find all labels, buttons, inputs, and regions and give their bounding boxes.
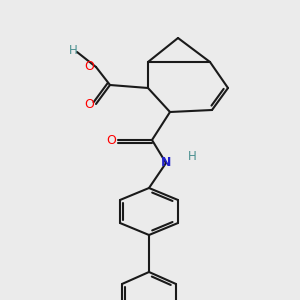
Text: O: O	[84, 98, 94, 110]
Text: O: O	[84, 61, 94, 74]
Text: H: H	[188, 151, 196, 164]
Text: H: H	[69, 44, 77, 58]
Text: N: N	[161, 157, 171, 169]
Text: O: O	[106, 134, 116, 146]
